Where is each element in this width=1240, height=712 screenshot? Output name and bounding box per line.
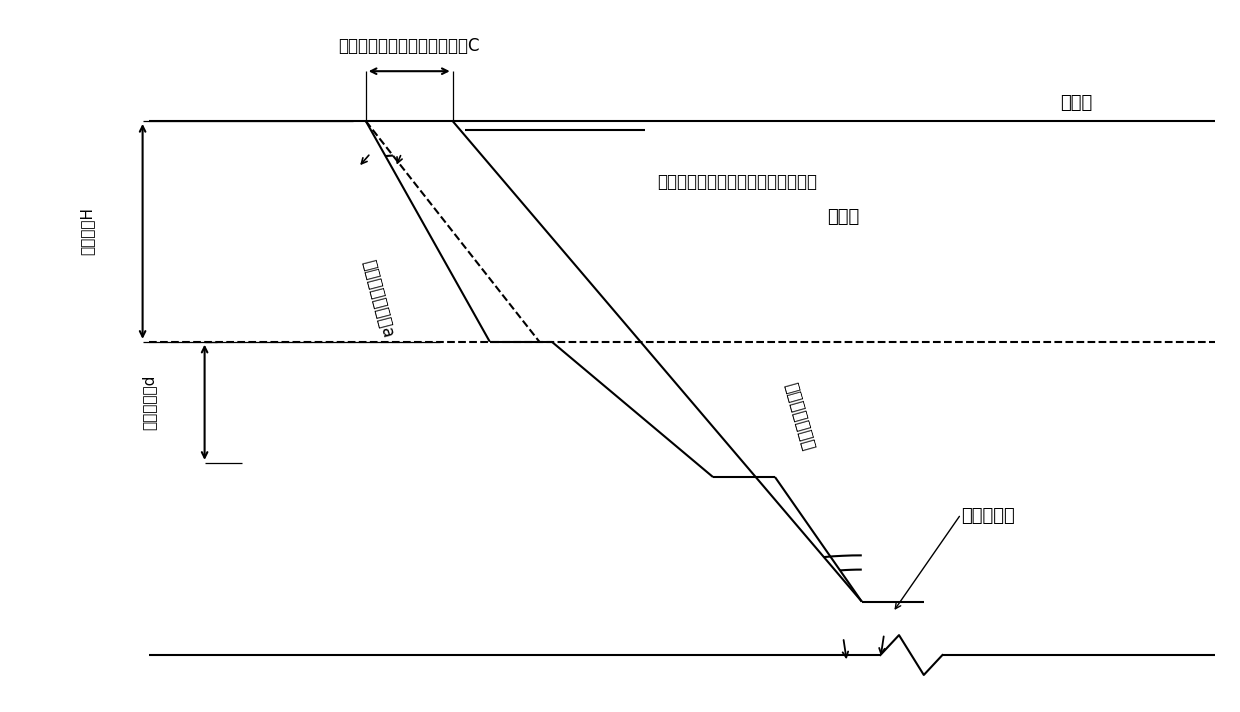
Text: 松散层厚度d: 松散层厚度d [141,375,156,430]
Text: 台阶高度H: 台阶高度H [79,207,94,256]
Text: 按整体边坡角设计的境界与地表交点: 按整体边坡角设计的境界与地表交点 [657,172,817,191]
Text: 整体终了边坡角: 整体终了边坡角 [781,380,818,453]
Text: 边坡放缓后地表交点偏移距离C: 边坡放缓后地表交点偏移距离C [339,37,480,56]
Text: 地表线: 地表线 [1060,94,1092,112]
Text: 松散层放缓角度a: 松散层放缓角度a [360,258,397,340]
Text: 台阶边坡角: 台阶边坡角 [961,507,1014,525]
Text: 松散层: 松散层 [827,208,859,226]
